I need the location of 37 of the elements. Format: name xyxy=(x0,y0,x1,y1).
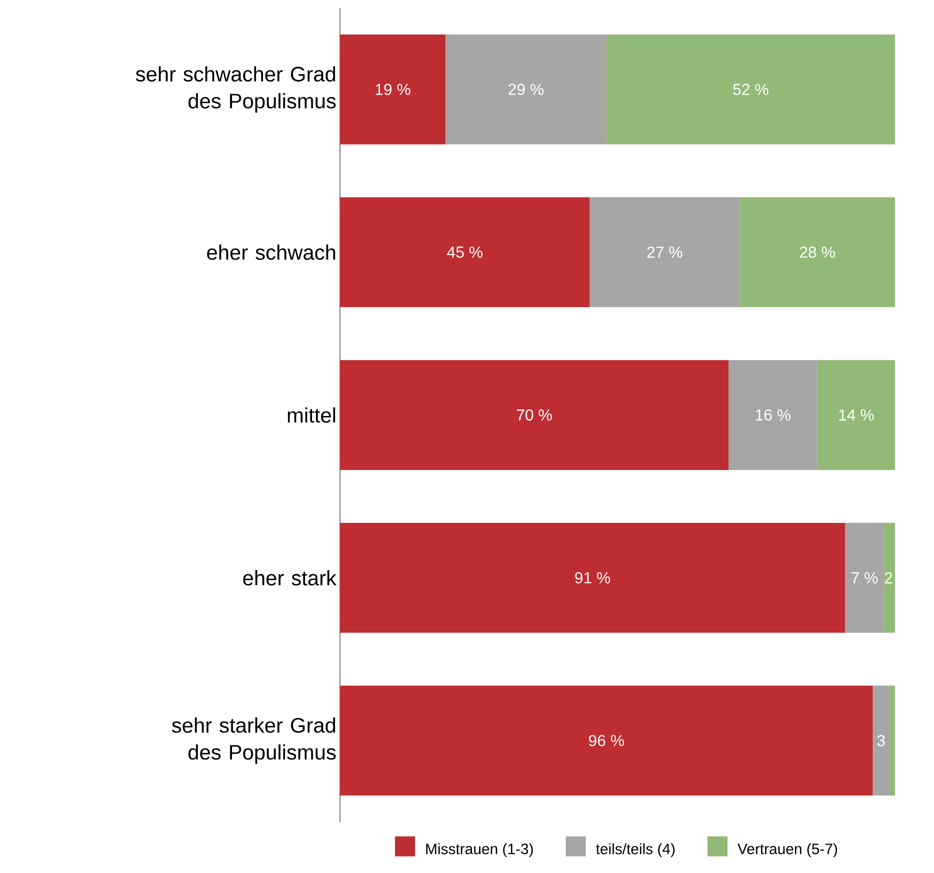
legend-label: teils/teils (4) xyxy=(596,843,675,858)
data-label: 96 % xyxy=(588,734,624,746)
data-label: 52 % xyxy=(733,84,768,96)
data-label: 14 % xyxy=(839,409,874,421)
bar xyxy=(340,360,729,470)
bar xyxy=(606,34,896,144)
bar xyxy=(889,686,896,796)
data-label: 45 % xyxy=(447,246,482,258)
bar xyxy=(872,686,890,796)
y-tick-label: sehr schwacher Grad des Populismus xyxy=(136,66,336,113)
data-label: 16 % xyxy=(756,409,790,421)
y-tick-label: eher stark xyxy=(243,570,336,586)
y-tick-label: sehr starker Grad des Populismus xyxy=(172,717,336,764)
data-label: 28 % xyxy=(800,246,835,258)
bar xyxy=(445,34,606,144)
y-tick-label: eher schwach xyxy=(207,244,336,260)
bar xyxy=(817,360,896,470)
data-label: 29 % xyxy=(508,84,544,96)
data-label: 70 % xyxy=(516,409,552,421)
legend-label: Misstrauen (1-3) xyxy=(426,843,533,858)
data-label: 7 % xyxy=(852,572,878,584)
bar xyxy=(884,522,896,633)
data-label: 27 % xyxy=(647,246,682,258)
bar xyxy=(340,522,846,633)
bar xyxy=(590,197,740,308)
bar xyxy=(728,360,818,470)
data-label: 91 % xyxy=(575,572,610,584)
data-label: 19 % xyxy=(376,84,410,96)
data-label: 2 xyxy=(884,572,892,584)
bar xyxy=(740,197,896,308)
bar xyxy=(340,197,590,308)
legend-label: Vertrauen (5-7) xyxy=(738,843,838,858)
bar xyxy=(340,34,446,144)
bar xyxy=(845,522,884,633)
bar xyxy=(340,686,873,796)
y-tick-label: mittel xyxy=(288,407,336,423)
data-label: 3 xyxy=(877,734,885,746)
